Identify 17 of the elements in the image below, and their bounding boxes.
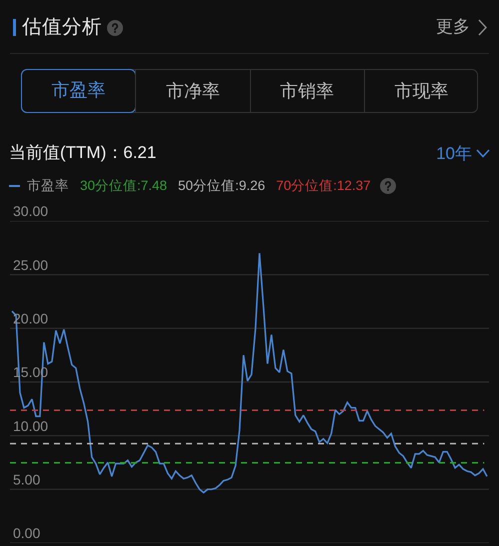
text: 10年: [436, 143, 472, 165]
y-tick-label: 30.00: [13, 203, 48, 220]
legend-label: 市盈率: [27, 177, 69, 195]
y-tick-label: 0.00: [13, 525, 40, 542]
tab: 市现率: [364, 69, 478, 113]
ref-line-label: 30分位值:7.48: [80, 177, 168, 195]
ref-line-label: 50分位值:9.26: [178, 177, 266, 195]
text: 更多: [436, 16, 470, 38]
chart-subtitle: 当前值(TTM)：6.21: [9, 142, 156, 164]
chart-title: 估值分析: [22, 15, 102, 40]
ref-line-label: 70分位值:12.37: [276, 177, 371, 195]
tab: 市销率: [250, 69, 364, 113]
y-tick-label: 10.00: [13, 418, 48, 434]
y-tick-label: 5.00: [13, 471, 40, 488]
y-tick-label: 25.00: [13, 256, 48, 273]
tab: 市净率: [135, 69, 250, 113]
tab: 市盈率: [21, 69, 136, 113]
